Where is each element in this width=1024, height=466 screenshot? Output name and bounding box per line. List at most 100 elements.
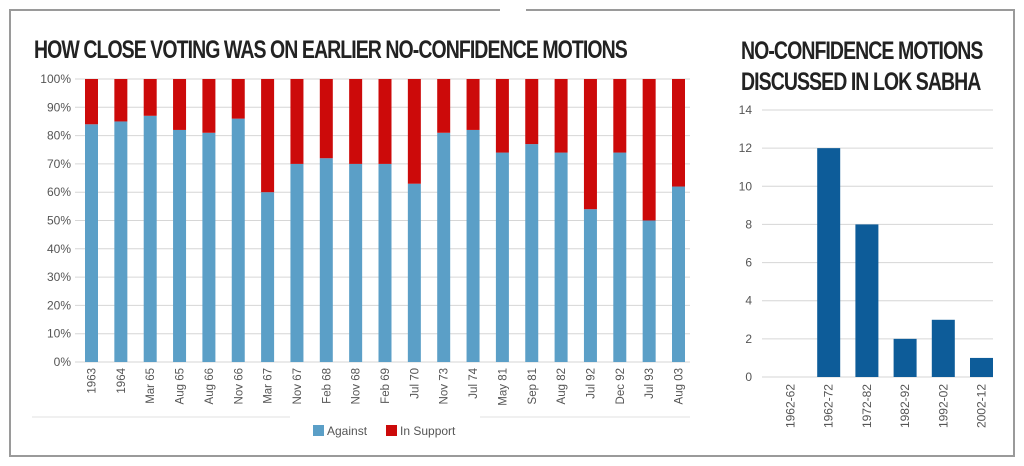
right-x-tick-label: 1962-62 (784, 384, 798, 428)
left-x-tick-label: Sep 81 (527, 368, 539, 404)
left-x-tick-label: Mar 67 (263, 368, 275, 404)
right-y-tick-label: 12 (739, 141, 753, 155)
bar-against (554, 152, 568, 362)
bar-against (613, 152, 627, 362)
right-chart-y-axis: 0 2 4 6 8 10 12 14 (739, 103, 753, 384)
bar-in-support (672, 79, 685, 187)
bar-against (437, 132, 451, 362)
right-y-tick-label: 2 (745, 332, 752, 346)
left-y-tick-label: 100% (40, 72, 71, 86)
bar-in-support (261, 79, 275, 193)
bar-in-support (613, 79, 627, 153)
left-x-tick-label: Nov 73 (439, 368, 451, 404)
left-x-tick-label: Aug 03 (674, 368, 686, 404)
left-y-tick-label: 30% (47, 270, 71, 284)
bar-in-support (231, 79, 245, 119)
bar-against (495, 152, 509, 362)
left-x-tick-label: Nov 68 (351, 368, 363, 404)
bar-against (672, 186, 685, 362)
bar-against (407, 183, 421, 362)
right-bar (893, 338, 917, 377)
right-y-tick-label: 0 (745, 370, 752, 384)
left-x-tick-label: Feb 68 (321, 368, 333, 404)
bar-in-support (143, 79, 157, 116)
left-x-tick-label: Jul 74 (468, 367, 480, 398)
bar-against (85, 124, 98, 362)
right-bar (931, 319, 955, 377)
bar-against (290, 163, 304, 362)
left-x-tick-label: Nov 66 (233, 368, 245, 404)
bar-in-support (407, 79, 421, 184)
bar-in-support (378, 79, 392, 164)
left-chart-legend: Against In Support (313, 424, 456, 438)
bar-against (202, 132, 216, 362)
right-chart-x-axis: 1962-62 1962-72 1972-82 1982-92 1992-02 2002-… (784, 384, 989, 428)
right-y-tick-label: 6 (745, 256, 752, 270)
bar-against (583, 209, 597, 362)
right-bar (817, 148, 841, 377)
left-x-tick-label: Aug 82 (556, 368, 568, 404)
right-chart-bars (817, 148, 993, 377)
right-y-tick-label: 4 (745, 294, 752, 308)
left-y-tick-label: 60% (47, 185, 71, 199)
left-y-tick-label: 50% (47, 214, 71, 228)
bar-against (319, 158, 333, 362)
bar-in-support (114, 79, 128, 122)
right-y-tick-label: 14 (739, 103, 753, 117)
right-bar (970, 357, 993, 377)
bar-against (378, 163, 392, 362)
right-x-tick-label: 1972-82 (860, 384, 874, 428)
right-y-tick-label: 8 (745, 217, 752, 231)
legend-label-against: Against (327, 424, 368, 438)
bar-in-support (319, 79, 333, 159)
left-x-tick-label: Feb 69 (380, 368, 392, 404)
right-chart-title: NO-CONFIDENCE MOTIONS DISCUSSED IN LOK S… (741, 36, 983, 98)
bar-against (466, 129, 480, 362)
left-x-tick-label: 1964 (116, 367, 128, 393)
bar-against (173, 129, 187, 362)
legend-label-in-support: In Support (400, 424, 456, 438)
bar-against (231, 118, 245, 363)
bar-in-support (466, 79, 480, 130)
left-x-tick-label: May 81 (497, 368, 509, 406)
right-x-tick-label: 1962-72 (822, 384, 836, 428)
frame-border (9, 9, 1015, 457)
left-x-tick-label: Jul 70 (409, 368, 421, 399)
right-chart-title-line-2: DISCUSSED IN LOK SABHA (741, 68, 981, 96)
right-bar (855, 224, 879, 377)
left-x-tick-label: Dec 92 (615, 368, 627, 404)
bar-against (143, 115, 157, 362)
right-y-tick-label: 10 (739, 179, 753, 193)
right-x-tick-label: 2002-12 (975, 384, 989, 428)
bar-in-support (349, 79, 363, 164)
bar-in-support (583, 79, 597, 210)
right-x-tick-label: 1982-92 (898, 384, 912, 428)
bar-in-support (642, 79, 656, 221)
right-x-tick-label: 1992-02 (936, 384, 950, 428)
bar-in-support (85, 79, 98, 125)
bar-in-support (554, 79, 568, 153)
bar-against (642, 220, 656, 362)
left-y-tick-label: 90% (47, 100, 71, 114)
left-x-tick-label: Aug 65 (175, 368, 187, 404)
left-y-tick-label: 20% (47, 298, 71, 312)
left-x-tick-label: 1963 (87, 368, 99, 394)
bar-in-support (290, 79, 304, 164)
bar-in-support (202, 79, 216, 133)
left-chart-x-axis: 1963 1964 Mar 65 Aug 65 Aug 66 Nov 66 Mar 67 No… (87, 367, 686, 405)
bar-against (261, 192, 275, 362)
legend-swatch-against (313, 425, 324, 436)
left-chart-bars (85, 79, 685, 363)
bar-in-support (525, 79, 539, 145)
right-chart-title-line-1: NO-CONFIDENCE MOTIONS (741, 37, 983, 65)
left-y-tick-label: 70% (47, 157, 71, 171)
legend-swatch-in-support (386, 425, 397, 436)
left-x-tick-label: Mar 65 (145, 368, 157, 404)
left-chart-title: HOW CLOSE VOTING WAS ON EARLIER NO-CONFI… (34, 36, 628, 64)
bar-against (114, 121, 128, 362)
left-y-tick-label: 40% (47, 242, 71, 256)
bar-in-support (173, 79, 187, 130)
left-y-tick-label: 10% (47, 327, 71, 341)
